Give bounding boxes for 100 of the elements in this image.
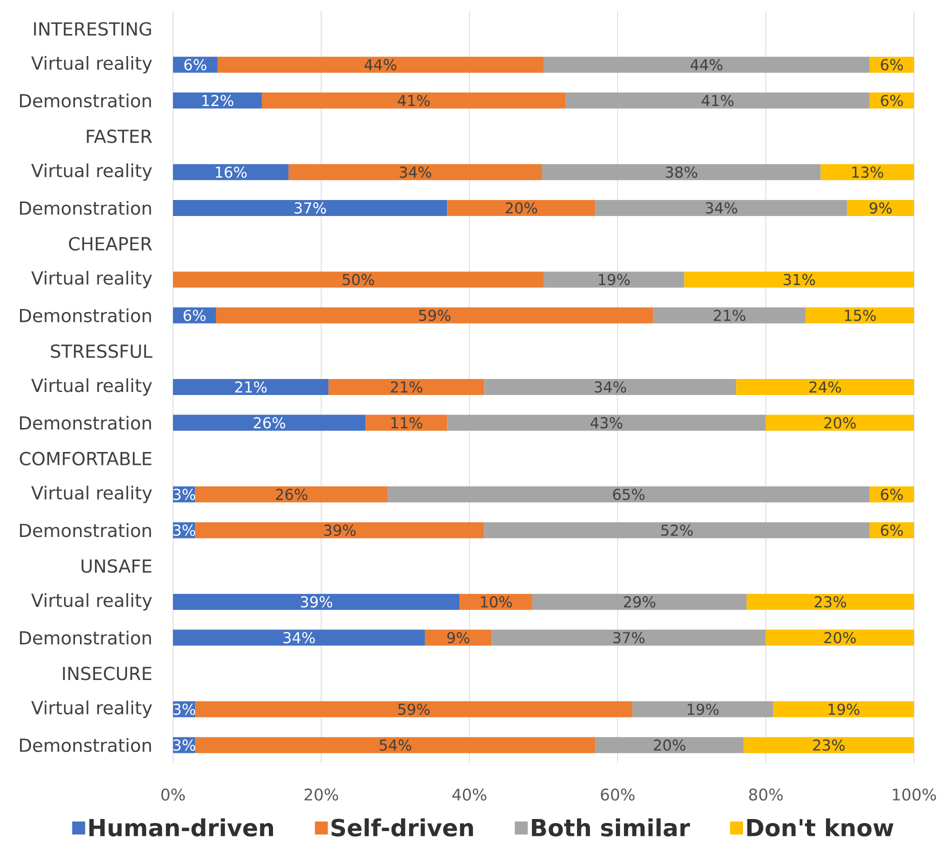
data-label: 6%	[880, 94, 903, 106]
bar	[424, 630, 492, 646]
bar	[173, 92, 262, 109]
data-label: 20%	[654, 739, 686, 751]
legend-label: Human-driven	[89, 818, 274, 836]
bar	[806, 307, 914, 324]
data-label: 34%	[706, 202, 738, 214]
data-label: 34%	[283, 632, 315, 644]
bar	[653, 307, 806, 324]
bar	[484, 522, 870, 538]
bar	[262, 92, 566, 109]
y-tick-label: Virtual reality	[31, 486, 152, 504]
bar	[746, 594, 914, 610]
bar	[595, 737, 744, 754]
y-tick-label: Demonstration	[20, 308, 151, 322]
data-label: 9%	[870, 202, 892, 214]
data-label: 21%	[390, 381, 422, 393]
legend-label: Don't know	[747, 818, 894, 836]
y-tick-label: INSECURE	[63, 666, 152, 680]
legend-label: Both similar	[532, 818, 690, 836]
y-tick-label: INTERESTING	[34, 22, 152, 36]
data-label: 21%	[235, 381, 267, 393]
data-label: 41%	[702, 94, 734, 106]
y-tick-label: Demonstration	[20, 630, 151, 645]
bar	[566, 92, 870, 109]
x-tick-label: 80%	[749, 788, 783, 801]
y-tick-label: Demonstration	[20, 523, 151, 538]
bar	[288, 164, 542, 180]
data-label: 21%	[714, 310, 746, 322]
bar	[542, 164, 821, 180]
bar	[766, 630, 914, 646]
bar	[216, 307, 654, 324]
x-tick-label: 60%	[600, 788, 634, 801]
bar	[447, 414, 766, 431]
data-label: 39%	[300, 596, 332, 608]
bar	[173, 200, 448, 216]
data-label: 26%	[276, 488, 308, 500]
bar	[173, 378, 329, 396]
data-label: 52%	[661, 524, 693, 536]
y-tick-label: Demonstration	[20, 738, 151, 752]
y-tick-label: CHEAPER	[68, 236, 152, 251]
y-tick-label: Demonstration	[20, 94, 151, 108]
y-tick-label: Demonstration	[20, 200, 151, 215]
data-label: 34%	[400, 166, 432, 178]
data-label: 44%	[690, 59, 722, 70]
data-label: 23%	[814, 596, 846, 608]
x-tick-label: 0%	[161, 788, 185, 801]
bar	[820, 164, 914, 180]
bar	[328, 378, 484, 396]
bar	[195, 486, 388, 502]
bar	[173, 414, 366, 431]
y-tick-label: Virtual reality	[31, 378, 152, 396]
bar	[484, 378, 736, 396]
data-label: 6%	[880, 59, 903, 70]
bar	[217, 56, 544, 73]
data-label: 54%	[380, 739, 412, 751]
bar	[195, 522, 484, 538]
data-label: 23%	[813, 739, 845, 751]
bar	[195, 737, 596, 754]
data-label: 39%	[324, 524, 356, 536]
data-label: 15%	[844, 310, 876, 322]
bar	[460, 594, 532, 610]
data-label: 37%	[613, 632, 645, 644]
y-tick-label: FASTER	[86, 130, 152, 144]
bar	[684, 272, 914, 288]
bar	[632, 701, 774, 718]
data-label: 19%	[688, 704, 719, 715]
data-label: 9%	[447, 632, 470, 644]
y-tick-label: Demonstration	[20, 416, 151, 430]
bar	[195, 701, 632, 718]
y-tick-label: Virtual reality	[31, 700, 152, 718]
data-label: 6%	[880, 488, 903, 500]
data-label: 13%	[852, 166, 884, 178]
data-label: 20%	[824, 632, 856, 644]
y-tick-label: UNSAFE	[82, 559, 152, 573]
data-label: 29%	[624, 596, 656, 608]
bar	[773, 701, 914, 718]
data-label: 41%	[398, 94, 430, 106]
x-tick-label: 40%	[452, 788, 486, 801]
bar	[447, 200, 596, 216]
data-label: 19%	[828, 704, 860, 715]
data-label: 44%	[364, 59, 396, 70]
data-label: 6%	[184, 310, 206, 322]
y-tick-label: Virtual reality	[31, 163, 152, 181]
data-label: 16%	[216, 166, 247, 178]
data-label: 65%	[613, 488, 645, 500]
bar	[173, 630, 425, 646]
data-label: 43%	[590, 417, 622, 428]
bar	[544, 56, 870, 73]
y-tick-label: Virtual reality	[31, 56, 152, 74]
bar	[173, 164, 289, 180]
y-tick-label: COMFORTABLE	[20, 452, 152, 466]
bar	[744, 737, 914, 754]
data-label: 59%	[419, 310, 450, 322]
bar	[173, 272, 544, 288]
y-tick-label: Virtual reality	[31, 593, 152, 611]
bar	[388, 486, 870, 502]
bar	[492, 630, 766, 646]
data-label: 50%	[342, 274, 374, 286]
data-label: 37%	[294, 202, 326, 214]
